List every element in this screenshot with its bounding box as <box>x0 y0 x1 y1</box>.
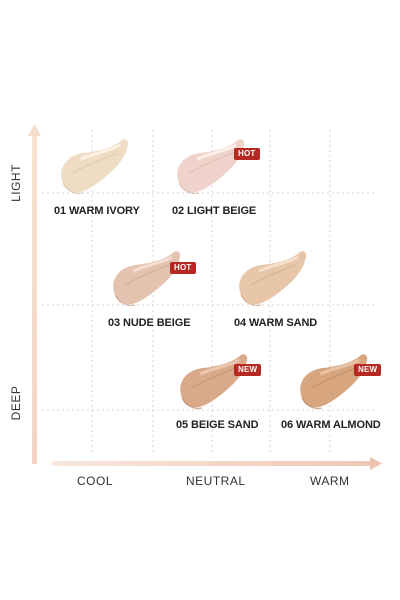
shade-label-02: 02 LIGHT BEIGE <box>172 205 257 217</box>
swatch-shape-01 <box>61 139 129 193</box>
shade-swatch-04 <box>233 247 313 312</box>
swatch-shape-04 <box>239 251 307 305</box>
x-axis-label-neutral: NEUTRAL <box>186 474 246 488</box>
y-axis-arrow <box>28 124 41 464</box>
shade-badge-05: NEW <box>234 364 262 376</box>
swatch-shape-06 <box>300 354 368 408</box>
shade-label-05: 05 BEIGE SAND <box>176 419 259 431</box>
shade-swatch-05 <box>174 350 254 415</box>
shade-label-06: 06 WARM ALMOND <box>281 419 381 431</box>
y-axis-label-deep: DEEP <box>9 385 23 421</box>
swatch-shape-03 <box>113 251 181 305</box>
shade-swatch-06 <box>294 350 374 415</box>
shade-swatch-02 <box>171 135 251 200</box>
shade-badge-02: HOT <box>234 148 260 160</box>
x-axis-label-cool: COOL <box>77 474 114 488</box>
shade-label-01: 01 WARM IVORY <box>54 205 140 217</box>
shade-label-04: 04 WARM SAND <box>234 317 318 329</box>
swatch-shape-05 <box>180 354 248 408</box>
shade-badge-06: NEW <box>354 364 382 376</box>
shade-swatch-01 <box>55 135 135 200</box>
y-axis-label-light: LIGHT <box>9 164 23 202</box>
x-axis-label-warm: WARM <box>310 474 350 488</box>
swatch-shape-02 <box>177 139 245 193</box>
x-axis-arrow <box>52 457 382 470</box>
shade-swatch-03 <box>107 247 187 312</box>
shade-badge-03: HOT <box>170 262 196 274</box>
shade-label-03: 03 NUDE BEIGE <box>108 317 191 329</box>
